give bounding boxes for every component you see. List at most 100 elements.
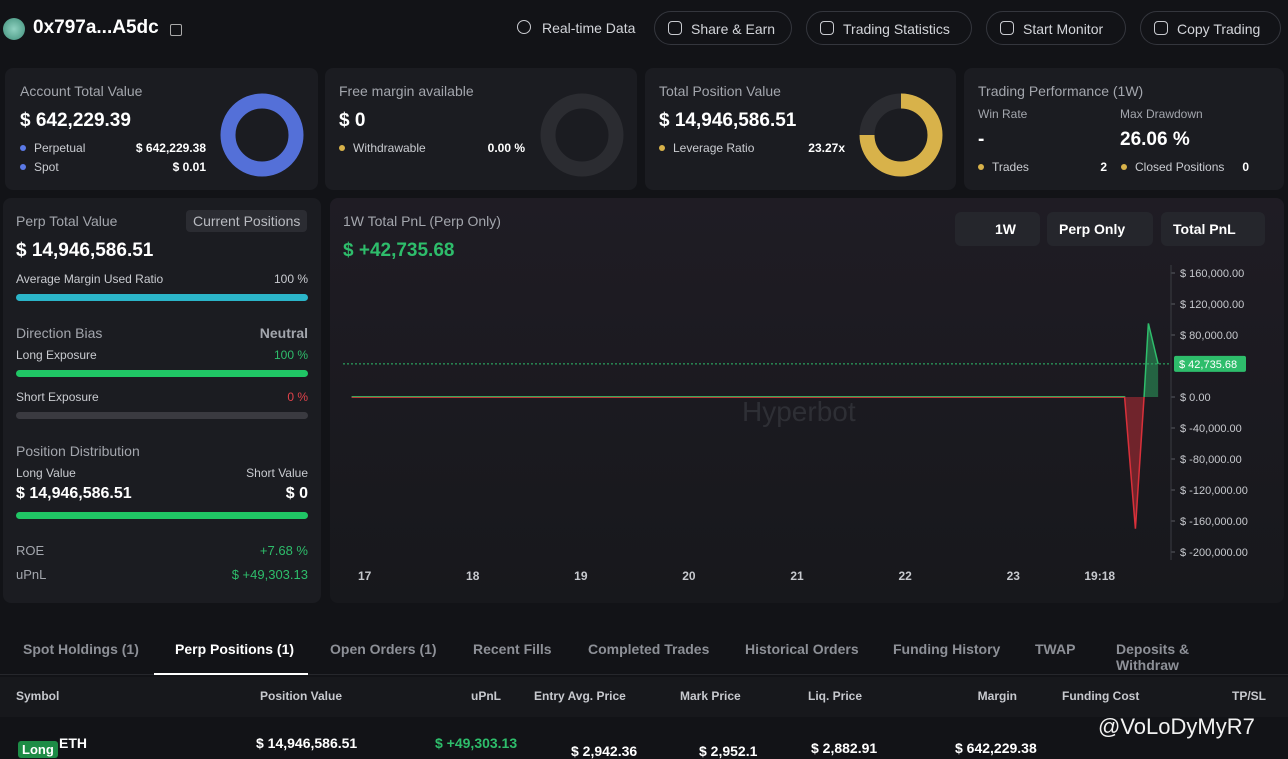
- market-select[interactable]: Perp Only: [1047, 212, 1153, 246]
- value: 0 %: [287, 390, 308, 404]
- y-tick-label: $ -80,000.00: [1180, 454, 1242, 466]
- row-value: $ 0.01: [172, 160, 206, 174]
- y-tick-label: $ -200,000.00: [1180, 547, 1248, 559]
- table-cell: Long: [18, 741, 58, 758]
- donuts: [220, 93, 943, 177]
- table-cell: ETH: [59, 735, 87, 751]
- x-tick-label: 20: [682, 569, 696, 583]
- stat-label: Max Drawdown: [1120, 107, 1203, 121]
- tab[interactable]: Deposits & Withdraw: [1116, 641, 1190, 673]
- header-button[interactable]: Share & Earn: [654, 11, 792, 45]
- column-header[interactable]: Mark Price: [680, 689, 741, 703]
- stat-label: Trades: [992, 160, 1029, 174]
- stat-value: 0: [1242, 160, 1249, 174]
- short-bar: [16, 412, 308, 419]
- dot: [20, 145, 26, 151]
- header-button[interactable]: Trading Statistics: [806, 11, 972, 45]
- card-value: $ 642,229.39: [20, 110, 131, 131]
- tab[interactable]: Spot Holdings (1): [23, 641, 139, 657]
- button-label: Copy Trading: [1177, 21, 1261, 37]
- column-header[interactable]: Position Value: [260, 689, 343, 703]
- label: Position Distribution: [16, 443, 140, 459]
- value: 100 %: [273, 348, 308, 362]
- icon: [820, 21, 834, 35]
- y-tick-label: $ 120,000.00: [1180, 299, 1244, 311]
- header-button[interactable]: Real-time Data: [514, 11, 635, 45]
- x-tick-label: 19:18: [1084, 569, 1115, 583]
- current-positions-button[interactable]: Current Positions: [186, 210, 308, 232]
- tab[interactable]: Perp Positions (1): [175, 641, 295, 657]
- tab[interactable]: Funding History: [893, 641, 1001, 657]
- column-header[interactable]: Funding Cost: [1062, 689, 1140, 703]
- table-cell: $ +49,303.13: [435, 735, 518, 751]
- x-tick-label: 23: [1007, 569, 1021, 583]
- column-header[interactable]: TP/SL: [1231, 689, 1266, 703]
- metric-select[interactable]: Total PnL: [1161, 212, 1265, 246]
- header-button[interactable]: Copy Trading: [1140, 11, 1281, 45]
- card-title: Free margin available: [339, 83, 474, 99]
- card-title: Trading Performance (1W): [978, 83, 1144, 99]
- value: $ 0: [285, 485, 308, 502]
- header-button[interactable]: Start Monitor: [986, 11, 1126, 45]
- column-header[interactable]: Liq. Price: [808, 689, 863, 703]
- row-label: Withdrawable: [353, 141, 426, 155]
- label: Short Value: [246, 466, 308, 480]
- distribution-bar: [16, 512, 308, 519]
- current-label: $ 42,735.68: [1179, 359, 1237, 371]
- dot: [1121, 164, 1127, 170]
- tab[interactable]: Historical Orders: [745, 641, 859, 657]
- dot: [659, 145, 665, 151]
- stat-label: Win Rate: [978, 107, 1028, 121]
- perp-value: $ 14,946,586.51: [16, 240, 154, 261]
- donut: [540, 93, 624, 177]
- label: Long Value: [16, 466, 76, 480]
- row-label: Spot: [34, 160, 59, 174]
- perp-panel: [3, 198, 321, 603]
- x-tick-label: 17: [358, 569, 372, 583]
- long-bar: [16, 370, 308, 377]
- y-tick-label: $ -40,000.00: [1180, 423, 1242, 435]
- pnl-line: [351, 323, 1159, 529]
- column-header[interactable]: Symbol: [16, 689, 60, 703]
- value: Neutral: [259, 325, 308, 341]
- table-cell: $ 642,229.38: [955, 740, 1037, 756]
- table-cell: $ 2,952.1: [699, 743, 758, 759]
- address: 0x797a...A5dc: [33, 17, 159, 38]
- column-header[interactable]: uPnL: [471, 689, 501, 703]
- column-header[interactable]: Margin: [977, 689, 1017, 703]
- tab[interactable]: Recent Fills: [473, 641, 552, 657]
- donut: [220, 93, 304, 177]
- label: uPnL: [16, 567, 47, 582]
- current-tag: [1174, 355, 1246, 372]
- panel-title: Perp Total Value: [16, 213, 118, 229]
- area: [351, 323, 1159, 529]
- pnl-chart: $ 160,000.00 $ 120,000.00 $ 80,000.00 $ 0.0…: [343, 265, 1248, 583]
- donut-arc: [859, 93, 943, 177]
- tab[interactable]: Completed Trades: [588, 641, 710, 657]
- label: Average Margin Used Ratio: [16, 272, 164, 286]
- watermark: @VoLoDyMyR7: [1098, 714, 1255, 739]
- card-value: $ 0: [339, 110, 366, 131]
- chart-total: $ +42,735.68: [343, 240, 455, 261]
- margin-bar: [16, 294, 308, 301]
- y-tick-label: $ -160,000.00: [1180, 516, 1248, 528]
- dot: [978, 164, 984, 170]
- tab[interactable]: Open Orders (1): [330, 641, 437, 657]
- x-tick-label: 22: [898, 569, 912, 583]
- y-tick-label: $ -120,000.00: [1180, 485, 1248, 497]
- stat-value: 2: [1100, 160, 1107, 174]
- watermark: Hyperbot: [742, 396, 856, 427]
- table-header-bg: [0, 677, 1288, 717]
- button-label: Start Monitor: [1023, 21, 1104, 37]
- tab-divider: [0, 674, 1288, 675]
- column-header[interactable]: Entry Avg. Price: [534, 689, 626, 703]
- tab[interactable]: TWAP: [1035, 641, 1076, 657]
- row-label: Leverage Ratio: [673, 141, 755, 155]
- range-select[interactable]: 1W: [955, 212, 1040, 246]
- card-title: Account Total Value: [20, 83, 143, 99]
- x-tick-label: 21: [790, 569, 804, 583]
- row-value: $ 642,229.38: [135, 141, 206, 155]
- button-label: Share & Earn: [691, 21, 776, 37]
- row-label: Perpetual: [34, 141, 86, 155]
- copy-icon[interactable]: [170, 24, 182, 36]
